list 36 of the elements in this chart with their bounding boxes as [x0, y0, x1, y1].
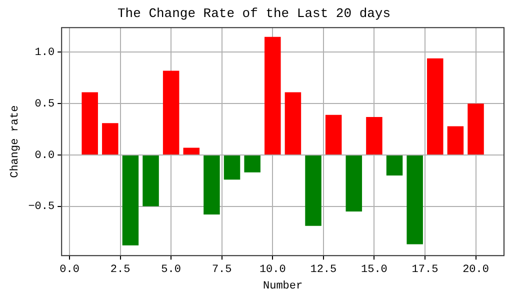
bar — [142, 155, 159, 206]
bar — [447, 126, 464, 154]
bar — [346, 155, 362, 212]
bar — [284, 92, 302, 154]
x-tick-label: 20.0 — [462, 264, 489, 276]
bar — [427, 58, 444, 154]
bar — [183, 148, 200, 154]
y-tick-label: 0.5 — [34, 98, 55, 111]
bar — [406, 155, 423, 244]
x-tick-label: 5.0 — [161, 264, 181, 276]
x-tick-label: 10.0 — [259, 264, 286, 276]
bar — [386, 155, 403, 176]
bar — [102, 123, 118, 154]
x-tick-label: 17.5 — [412, 264, 438, 276]
x-tick-label: 12.5 — [310, 264, 337, 276]
bar — [204, 155, 220, 215]
bar — [264, 36, 281, 154]
x-axis-title: Number — [262, 280, 303, 292]
bar — [366, 116, 382, 154]
bar — [305, 155, 322, 226]
y-tick-label: 1.0 — [34, 47, 55, 60]
bar — [82, 92, 98, 154]
bar — [224, 155, 240, 180]
chart-title: The Change Rate of the Last 20 days — [117, 6, 391, 22]
y-tick-label: −0.5 — [28, 201, 55, 214]
x-tick-label: 7.5 — [212, 264, 232, 276]
y-axis-title: Change rate — [10, 105, 22, 178]
x-tick-label: 2.5 — [110, 264, 130, 276]
bar — [468, 104, 484, 154]
bar — [325, 114, 342, 154]
bar — [244, 155, 260, 172]
bar — [122, 155, 139, 246]
x-tick-label: 15.0 — [361, 264, 388, 276]
bar — [162, 70, 180, 154]
x-tick-label: 0.0 — [60, 264, 80, 276]
y-tick-label: 0.0 — [34, 150, 55, 162]
